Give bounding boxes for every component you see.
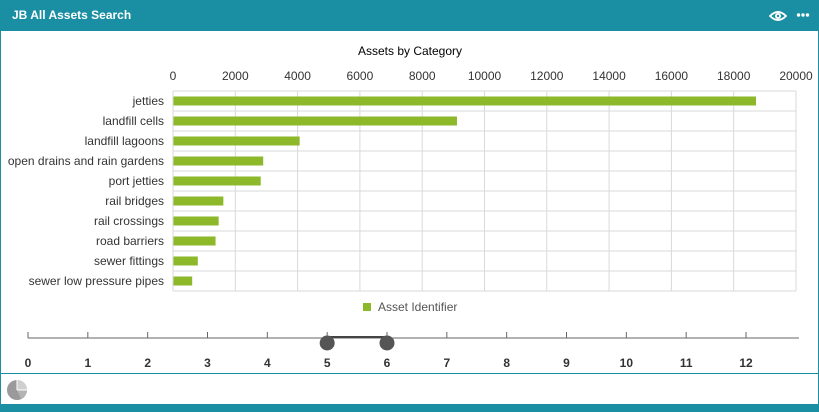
panel-header: JB All Assets Search xyxy=(1,1,818,31)
more-horizontal-icon[interactable] xyxy=(796,8,810,22)
category-label: port jetties xyxy=(109,174,164,188)
range-slider[interactable]: 0 1 2 3 4 5 6 7 8 9 10 11 12 xyxy=(1,319,818,371)
slider-tick-label: 4 xyxy=(264,356,271,370)
slider-tick-label: 7 xyxy=(443,356,450,370)
legend-swatch xyxy=(363,303,371,311)
category-label: landfill lagoons xyxy=(85,134,164,148)
x-tick-label: 16000 xyxy=(655,69,689,83)
x-tick-label: 14000 xyxy=(592,69,626,83)
slider-tick-label: 12 xyxy=(739,356,753,370)
x-tick-label: 0 xyxy=(170,69,177,83)
slider-tick-label: 8 xyxy=(503,356,510,370)
category-label: jetties xyxy=(132,94,164,108)
bar[interactable] xyxy=(173,156,264,166)
slider-handle-start[interactable] xyxy=(319,335,335,351)
footer-divider xyxy=(1,373,818,374)
x-tick-label: 8000 xyxy=(409,69,436,83)
x-tick-label: 20000 xyxy=(779,69,813,83)
slider-tick-label: 2 xyxy=(144,356,151,370)
x-tick-label: 12000 xyxy=(530,69,564,83)
category-label: rail bridges xyxy=(105,194,164,208)
slider-tick-label: 5 xyxy=(324,356,331,370)
x-tick-label: 2000 xyxy=(222,69,249,83)
x-axis-ticks: 0 2000 4000 6000 8000 10000 12000 14000 16000 180… xyxy=(170,69,813,83)
slider-tick-label: 3 xyxy=(204,356,211,370)
category-label: landfill cells xyxy=(103,114,164,128)
slider-ticks: 0 1 2 3 4 5 6 7 8 9 10 11 12 xyxy=(25,332,753,370)
bar[interactable] xyxy=(173,276,193,286)
bars xyxy=(173,96,757,286)
bar[interactable] xyxy=(173,216,219,226)
slider-tick-label: 6 xyxy=(384,356,391,370)
chart-grid xyxy=(172,90,797,292)
bar[interactable] xyxy=(173,136,300,146)
bar[interactable] xyxy=(173,116,457,126)
category-label: rail crossings xyxy=(94,214,164,228)
assets-bar-chart: Assets by Category 0 2000 4000 6000 8000 1000… xyxy=(8,44,813,314)
x-tick-label: 18000 xyxy=(717,69,751,83)
category-label: road barriers xyxy=(96,234,164,248)
category-label: open drains and rain gardens xyxy=(8,154,164,168)
category-labels: jetties landfill cells landfill lagoons ope… xyxy=(8,94,164,288)
slider-tick-label: 11 xyxy=(680,356,693,370)
bar[interactable] xyxy=(173,256,198,266)
slider-tick-label: 10 xyxy=(620,356,634,370)
slider-tick-label: 1 xyxy=(84,356,91,370)
x-tick-label: 10000 xyxy=(468,69,502,83)
panel-title: JB All Assets Search xyxy=(12,8,132,22)
legend-label: Asset Identifier xyxy=(378,300,457,314)
chart-legend[interactable]: Asset Identifier xyxy=(363,300,457,314)
eye-icon[interactable] xyxy=(768,9,788,23)
bar[interactable] xyxy=(173,96,757,106)
chart-title: Assets by Category xyxy=(358,44,462,58)
category-label: sewer low pressure pipes xyxy=(29,274,164,288)
bar[interactable] xyxy=(173,196,224,206)
slider-handle-end[interactable] xyxy=(379,335,395,351)
slider-tick-label: 0 xyxy=(25,356,32,370)
slider-tick-label: 9 xyxy=(563,356,570,370)
footer-bar xyxy=(1,404,818,411)
pie-chart-icon[interactable] xyxy=(6,379,28,401)
x-tick-label: 6000 xyxy=(347,69,374,83)
bar[interactable] xyxy=(173,176,261,186)
x-tick-label: 4000 xyxy=(284,69,311,83)
category-label: sewer fittings xyxy=(94,254,164,268)
bar[interactable] xyxy=(173,236,216,246)
